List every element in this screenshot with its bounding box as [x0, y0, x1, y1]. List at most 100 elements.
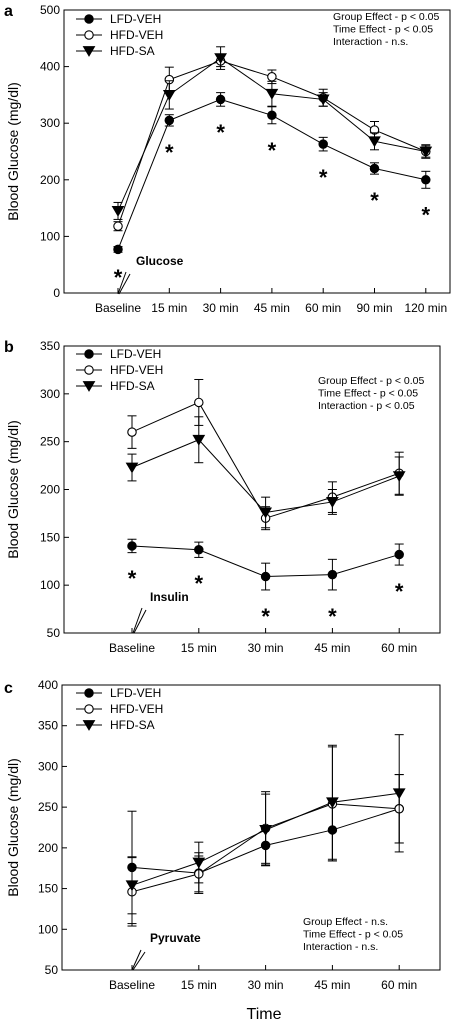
legend-label: LFD-VEH [110, 12, 161, 26]
x-tick-label: 45 min [314, 978, 350, 992]
y-tick-label: 400 [40, 60, 60, 74]
chart-panel-c: 50 100 150 200 250 300 350 400 Baseline 15 min 30 … [4, 678, 441, 992]
y-tick-label: 200 [38, 841, 58, 855]
significance-star: * [261, 604, 270, 629]
stats-annotation: Group Effect - p < 0.05 [333, 11, 439, 23]
y-tick-label: 250 [40, 435, 60, 449]
x-tick-label: 15 min [181, 641, 217, 655]
y-tick-label: 0 [53, 286, 60, 300]
x-tick-label: Baseline [95, 301, 141, 315]
data-point [162, 90, 176, 101]
significance-star: * [165, 140, 174, 165]
y-tick-label: 350 [38, 719, 58, 733]
stimulus-arrow [132, 607, 143, 634]
legend-label: HFD-VEH [110, 363, 163, 377]
panel-letter: c [4, 680, 13, 697]
data-point [326, 497, 339, 508]
y-tick-label: 300 [38, 759, 58, 773]
stats-annotation: Interaction - p < 0.05 [318, 400, 415, 412]
stats-annotation: Group Effect - n.s. [303, 916, 388, 928]
stats-annotation: Time Effect - p < 0.05 [333, 24, 433, 36]
y-tick-label: 200 [40, 483, 60, 497]
y-tick-label: 250 [38, 800, 58, 814]
significance-star: * [195, 571, 204, 596]
data-point [316, 94, 330, 106]
x-tick-label: 15 min [181, 978, 217, 992]
y-tick-label: 400 [38, 678, 58, 692]
series-hfd-sa [111, 46, 433, 220]
legend-marker [82, 720, 96, 731]
data-point [113, 244, 123, 255]
data-point [214, 53, 227, 65]
data-point [215, 94, 226, 105]
data-point [267, 72, 277, 82]
x-tick-label: 45 min [254, 301, 290, 315]
data-point [369, 163, 380, 174]
data-point [259, 507, 272, 519]
stats-annotation: Interaction - n.s. [333, 36, 408, 48]
data-point [164, 115, 175, 126]
x-tick-label: Baseline [109, 978, 155, 992]
x-tick-label: 15 min [151, 301, 187, 315]
data-point [127, 541, 137, 551]
significance-star: * [268, 138, 277, 163]
legend-marker [84, 365, 94, 375]
data-point [192, 857, 206, 869]
y-tick-label: 50 [47, 626, 61, 640]
data-point [394, 549, 404, 560]
x-tick-label: 120 min [404, 301, 447, 315]
data-point [125, 462, 139, 474]
x-tick-label: 30 min [203, 301, 239, 315]
legend-label: HFD-SA [110, 718, 155, 732]
data-point [326, 797, 339, 809]
legend-label: HFD-VEH [110, 702, 163, 716]
stimulus-arrow [118, 273, 131, 295]
x-tick-label: 30 min [248, 641, 284, 655]
data-point [267, 110, 277, 121]
legend-label: LFD-VEH [110, 686, 161, 700]
data-point [392, 788, 406, 800]
data-point [421, 175, 431, 185]
plot-frame [63, 9, 451, 294]
stimulus-label: Insulin [150, 590, 189, 604]
significance-star: * [328, 604, 337, 629]
y-tick-label: 100 [40, 578, 60, 592]
y-tick-label: 100 [40, 229, 60, 243]
plot-frame [61, 684, 441, 971]
data-point [259, 825, 272, 836]
data-point [368, 136, 381, 148]
legend-marker [82, 46, 96, 57]
series-hfd-sa [125, 416, 406, 529]
stats-annotation: Time Effect - p < 0.05 [318, 388, 418, 400]
y-axis-label: Blood Glucose (mg/dl) [5, 758, 21, 897]
x-tick-label: 45 min [314, 641, 350, 655]
legend: LFD-VEH HFD-VEH HFD-SA [76, 686, 163, 732]
x-tick-label: 60 min [381, 641, 417, 655]
stimulus-arrow [132, 951, 146, 971]
chart-panel-b: 50 100 150 200 250 300 350 Baseline 15 min 30 min… [4, 339, 441, 655]
series-lfd-veh [127, 538, 404, 591]
data-point [194, 545, 204, 555]
stimulus-label: Glucose [136, 254, 184, 268]
significance-star: * [395, 579, 404, 604]
stats-annotation: Group Effect - p < 0.05 [318, 375, 424, 387]
legend-marker [82, 381, 96, 392]
panel-letter: a [4, 3, 13, 20]
data-point [265, 88, 279, 100]
data-point [419, 146, 433, 158]
y-tick-label: 300 [40, 116, 60, 130]
legend: LFD-VEH HFD-VEH HFD-SA [76, 12, 163, 58]
data-point [125, 880, 139, 892]
legend-marker [84, 14, 94, 24]
y-tick-label: 350 [40, 339, 60, 353]
significance-star: * [422, 202, 431, 227]
x-tick-label: 60 min [381, 978, 417, 992]
stimulus-arrow [117, 271, 127, 295]
data-point [111, 206, 125, 217]
data-point [192, 434, 206, 446]
data-point [260, 571, 271, 582]
panel-letter: b [4, 339, 14, 356]
x-tick-label: Baseline [109, 641, 155, 655]
